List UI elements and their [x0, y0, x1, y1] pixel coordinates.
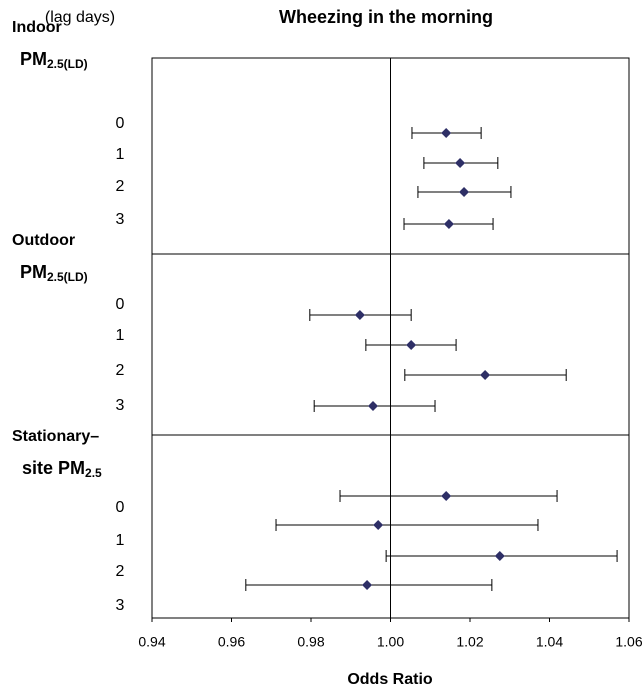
x-tick-label: 1.06	[615, 634, 642, 650]
odds-ratio-point	[441, 491, 452, 501]
lag-label: 0	[116, 296, 125, 313]
odds-ratio-point	[373, 520, 384, 530]
lag-label: 3	[116, 211, 125, 228]
x-tick-label: 0.98	[297, 634, 324, 650]
odds-ratio-point	[368, 401, 379, 411]
odds-ratio-point	[443, 219, 454, 229]
lag-label: 1	[116, 146, 125, 163]
lag-label: 2	[116, 362, 125, 379]
pollutant: PM	[20, 262, 47, 282]
chart-title: Wheezing in the morning	[279, 7, 493, 27]
odds-ratio-point	[406, 340, 417, 350]
x-tick-label: 0.94	[138, 634, 165, 650]
lag-label: 3	[116, 397, 125, 414]
odds-ratio-point	[459, 187, 470, 197]
odds-ratio-point	[455, 158, 466, 168]
x-tick-label: 0.96	[218, 634, 245, 650]
row-axis-label: (lag days)	[45, 9, 115, 26]
odds-ratio-point	[441, 128, 452, 138]
odds-ratio-point	[354, 310, 365, 320]
group-label: Outdoor	[12, 232, 75, 249]
lag-label: 1	[116, 532, 125, 549]
x-tick-label: 1.00	[377, 634, 404, 650]
group-label: Stationary–	[12, 428, 99, 445]
group-pollutant: PM2.5(LD)	[20, 49, 88, 71]
odds-ratio-point	[494, 551, 505, 561]
odds-ratio-point	[480, 370, 491, 380]
lag-label: 0	[116, 499, 125, 516]
lag-label: 2	[116, 178, 125, 195]
pollutant: site PM	[22, 458, 85, 478]
group-pollutant: PM2.5(LD)	[20, 262, 88, 284]
odds-ratio-point	[362, 580, 373, 590]
lag-label: 1	[116, 327, 125, 344]
group-pollutant: site PM2.5	[22, 458, 102, 480]
pollutant-subscript: 2.5	[85, 466, 102, 480]
x-axis-label: Odds Ratio	[347, 671, 433, 688]
lag-label: 3	[116, 597, 125, 614]
pollutant: PM	[20, 49, 47, 69]
lag-label: 0	[116, 115, 125, 132]
pollutant-subscript: 2.5(LD)	[47, 270, 88, 284]
x-tick-label: 1.02	[456, 634, 483, 650]
group-label: Indoor	[12, 19, 62, 36]
x-tick-label: 1.04	[536, 634, 563, 650]
pollutant-subscript: 2.5(LD)	[47, 57, 88, 71]
lag-label: 2	[116, 563, 125, 580]
